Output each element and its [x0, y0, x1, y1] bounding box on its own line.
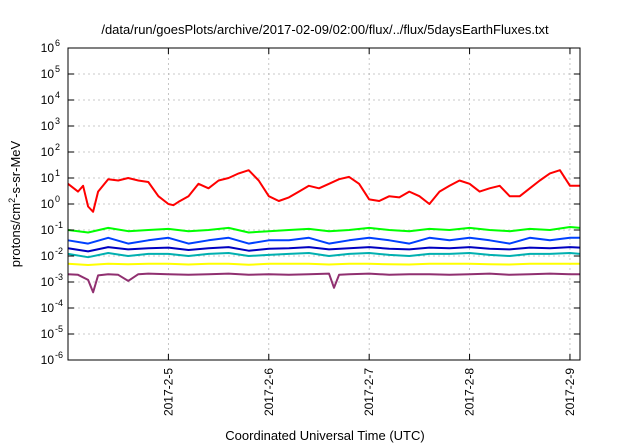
series-line-1	[67, 226, 581, 234]
grid	[68, 48, 580, 360]
y-tick-label: 10-5	[41, 324, 63, 341]
x-tick-label: 2017-2-8	[463, 368, 477, 416]
series-line-3	[67, 246, 581, 253]
x-axis-ticks: 2017-2-5 2017-2-6 2017-2-7 2017-2-8 2017-2-9	[161, 48, 577, 416]
series-group	[67, 169, 581, 294]
y-axis-ticks: 10-6 10-5 10-4 10-3 10-2 10-1 100 101 102 103 104 1…	[41, 38, 580, 367]
y-tick-label: 10-6	[41, 350, 63, 367]
series-line-4	[67, 252, 581, 259]
y-tick-label: 104	[41, 90, 60, 107]
chart-title: /data/run/goesPlots/archive/2017-02-09/0…	[101, 22, 549, 37]
x-tick-label: 2017-2-7	[362, 368, 376, 416]
y-tick-label: 10-3	[41, 272, 63, 289]
x-tick-label: 2017-2-9	[563, 368, 577, 416]
y-tick-label: 102	[41, 142, 60, 159]
y-tick-label: 10-1	[41, 220, 63, 237]
series-line-0	[67, 169, 580, 213]
y-tick-label: 101	[41, 168, 60, 185]
y-tick-label: 10-4	[41, 298, 63, 315]
series-line-2	[67, 236, 580, 245]
x-axis-label: Coordinated Universal Time (UTC)	[225, 428, 424, 443]
x-tick-label: 2017-2-5	[161, 368, 175, 416]
y-tick-label: 103	[41, 116, 60, 133]
y-tick-label: 100	[41, 194, 60, 211]
x-tick-label: 2017-2-6	[262, 368, 276, 416]
y-axis-label: protons/cm2-s-sr-MeV	[7, 140, 23, 267]
y-tick-label: 10-2	[41, 246, 63, 263]
y-tick-label: 105	[41, 64, 60, 81]
series-line-5	[67, 262, 580, 266]
y-tick-label: 106	[41, 38, 60, 55]
series-line-6	[67, 272, 580, 294]
